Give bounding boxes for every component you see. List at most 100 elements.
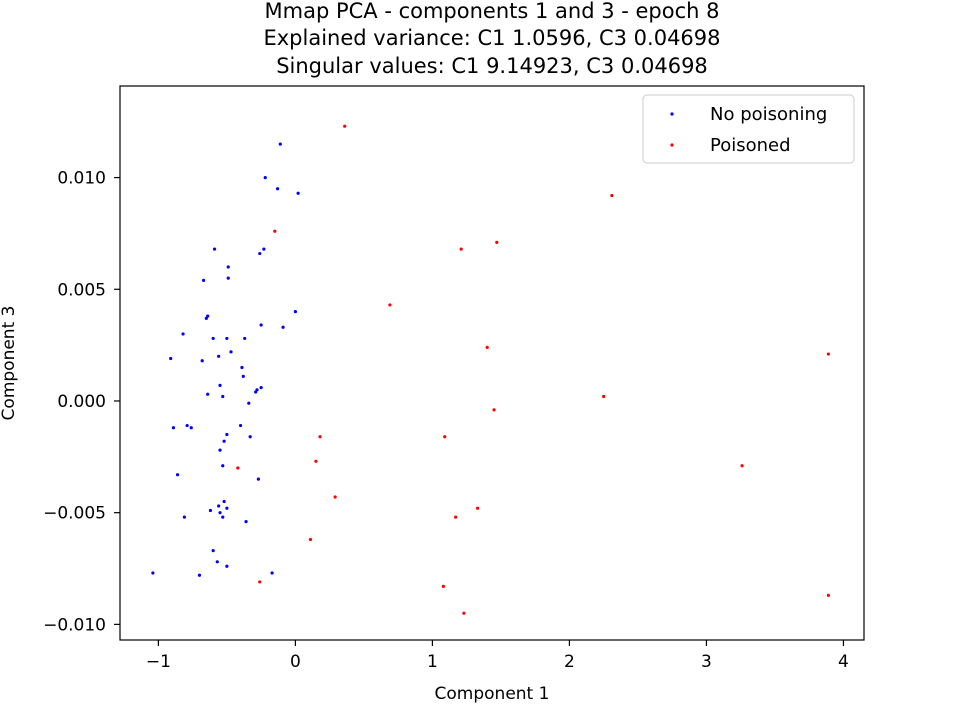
point-series-0-1	[263, 175, 267, 180]
point-series-0-28	[254, 390, 258, 394]
point-series-0-4	[212, 247, 217, 251]
point-series-0-10	[293, 310, 297, 314]
point-series-0-18	[243, 336, 247, 341]
title-line-3: Singular values: C1 9.14923, C3 0.04698	[276, 54, 708, 78]
point-series-1-21	[826, 593, 830, 597]
point-series-0-37	[248, 435, 252, 439]
series-1	[236, 124, 830, 615]
point-series-1-5	[388, 303, 392, 307]
point-series-0-20	[217, 354, 221, 358]
legend-label-poisoned: Poisoned	[710, 135, 791, 156]
point-series-1-14	[236, 466, 240, 470]
y-tick-label-2: 0.000	[57, 392, 106, 412]
point-series-0-6	[258, 251, 262, 256]
point-series-0-5	[262, 247, 266, 251]
point-series-1-20	[441, 584, 445, 588]
point-series-1-7	[826, 352, 830, 356]
point-series-1-2	[273, 229, 277, 233]
point-series-0-2	[275, 187, 280, 191]
point-series-0-14	[281, 325, 285, 329]
point-series-0-49	[182, 515, 186, 519]
y-tick-label-1: −0.005	[43, 504, 106, 524]
legend-label-no-poisoning: No poisoning	[710, 104, 827, 125]
x-axis-label: Component 1	[435, 684, 550, 704]
point-series-0-43	[222, 499, 226, 504]
point-series-0-17	[225, 336, 229, 341]
point-series-0-51	[211, 549, 215, 553]
point-series-0-40	[221, 464, 225, 468]
x-tick-label-5: 4	[838, 652, 849, 672]
point-series-0-23	[240, 365, 244, 370]
point-series-1-16	[476, 506, 480, 510]
point-series-0-3	[296, 191, 300, 195]
y-tick-label-3: 0.005	[57, 280, 106, 300]
point-series-1-13	[740, 464, 744, 468]
x-tick-label-4: 3	[701, 652, 712, 672]
point-series-0-55	[197, 573, 202, 577]
point-series-0-48	[221, 515, 225, 519]
point-series-1-1	[610, 193, 614, 198]
point-series-0-16	[211, 336, 215, 341]
points-layer	[151, 124, 830, 615]
point-series-0-54	[151, 571, 155, 575]
point-series-1-9	[492, 408, 496, 412]
point-series-1-10	[318, 435, 322, 439]
point-series-0-53	[225, 564, 229, 568]
point-series-1-12	[314, 459, 318, 463]
point-series-0-29	[206, 392, 210, 396]
legend-marker-no-poisoning	[670, 112, 674, 116]
series-0	[151, 142, 300, 577]
chart-title: Mmap PCA - components 1 and 3 - epoch 8 …	[263, 0, 720, 78]
plot-frame	[119, 85, 865, 641]
point-series-0-9	[201, 278, 206, 282]
point-series-0-13	[259, 323, 263, 327]
point-series-1-3	[495, 240, 499, 244]
point-series-1-0	[343, 124, 347, 128]
point-series-0-35	[238, 423, 243, 428]
point-series-0-31	[247, 401, 251, 405]
point-series-1-18	[308, 537, 313, 542]
point-series-0-50	[244, 520, 248, 524]
y-tick-label-0: −0.010	[43, 615, 106, 635]
point-series-0-39	[218, 448, 222, 452]
point-series-1-4	[459, 247, 463, 251]
y-tick-label-4: 0.010	[57, 169, 106, 189]
x-tick-label-0: −1	[146, 652, 171, 672]
point-series-0-42	[256, 477, 260, 481]
point-series-0-36	[225, 432, 229, 437]
point-series-0-32	[171, 426, 176, 430]
point-series-0-34	[189, 426, 193, 430]
title-line-2: Explained variance: C1 1.0596, C3 0.0469…	[263, 26, 720, 50]
point-series-0-52	[215, 560, 219, 564]
point-series-0-44	[217, 504, 221, 508]
point-series-1-17	[454, 515, 458, 519]
point-series-0-15	[181, 332, 185, 336]
point-series-0-0	[278, 142, 282, 146]
point-series-0-45	[225, 506, 229, 510]
x-tick-label-2: 1	[427, 652, 438, 672]
point-series-1-15	[333, 495, 337, 499]
point-series-0-33	[185, 423, 189, 428]
point-series-0-22	[200, 359, 204, 363]
point-series-0-56	[270, 571, 274, 575]
y-axis-label: Component 3	[0, 306, 19, 421]
point-series-0-8	[226, 276, 230, 280]
x-tick-label-1: 0	[290, 652, 301, 672]
point-series-0-25	[218, 383, 222, 387]
point-series-0-38	[222, 439, 226, 443]
point-series-0-7	[226, 265, 230, 269]
ticks-layer: −1 0 1 2 3 4 −0.010 −0.005 0.000 0.005 0.010	[43, 169, 849, 672]
point-series-0-12	[204, 316, 208, 320]
point-series-0-46	[208, 508, 213, 513]
point-series-1-19	[258, 580, 262, 584]
title-line-1: Mmap PCA - components 1 and 3 - epoch 8	[265, 0, 720, 23]
point-series-1-22	[462, 611, 466, 615]
point-series-0-30	[221, 394, 225, 399]
point-series-0-26	[259, 385, 263, 390]
legend: No poisoning Poisoned	[642, 94, 855, 164]
legend-marker-poisoned	[670, 143, 674, 147]
point-series-0-24	[241, 374, 245, 378]
point-series-0-47	[218, 511, 222, 515]
point-series-1-11	[443, 435, 447, 439]
